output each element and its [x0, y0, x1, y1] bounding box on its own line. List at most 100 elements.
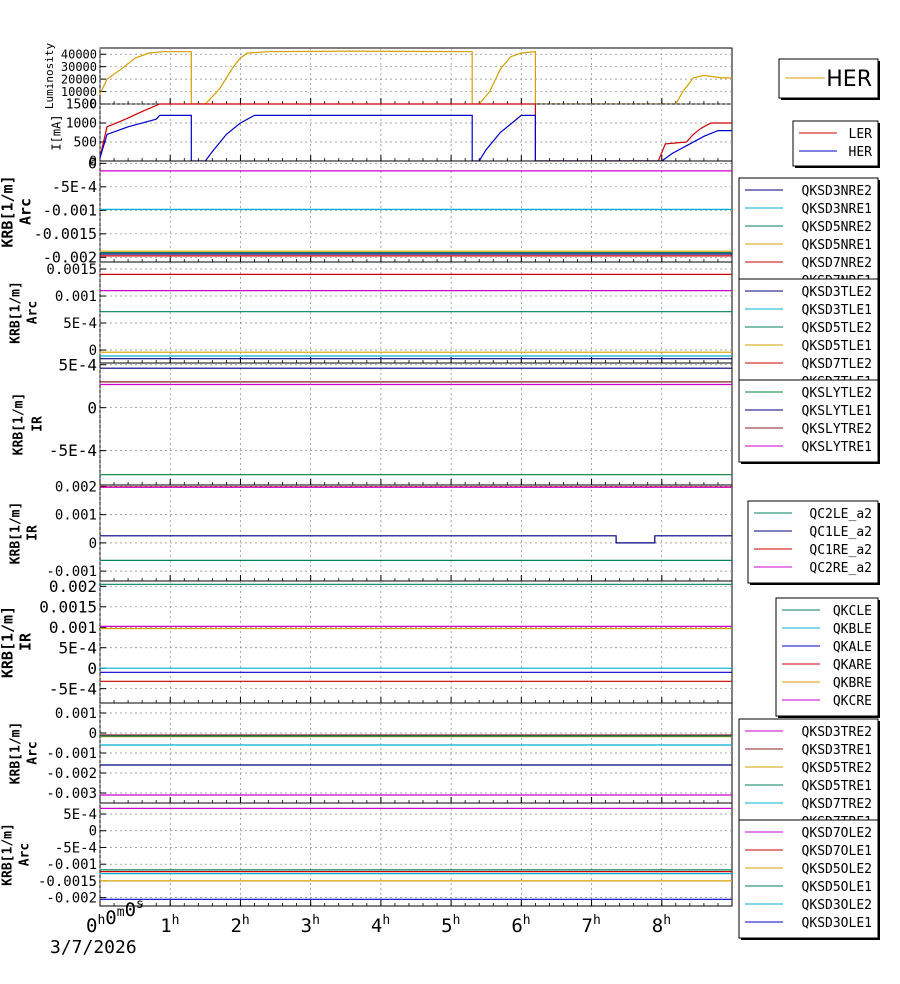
y-tick-label: 0.001	[55, 289, 97, 305]
legend-entry: QKSD3NRE1	[802, 202, 872, 217]
x-tick-label: 5h	[441, 913, 460, 937]
x-tick-number: 3	[301, 915, 312, 937]
y-tick-label: 0	[89, 824, 97, 840]
y-tick-label: -0.002	[43, 249, 97, 267]
x-tick-label: 4h	[371, 913, 390, 937]
chart-panel-8: 0.001 0 -0.001 -0.002 -0.003 KRB[1/m] Arc QKSD3…	[9, 702, 880, 841]
y-tick-label: 0	[87, 659, 97, 678]
y-tick-label: -5E-4	[55, 840, 97, 856]
y-axis-sublabel: Arc	[26, 741, 41, 764]
y-axis-sublabel: IR	[31, 416, 46, 432]
legend-entry: QKBRE	[833, 676, 872, 691]
legend-entry: QKSLYTRE2	[802, 422, 872, 437]
legend-entry: QKCLE	[833, 604, 872, 619]
legend-entry: QC1LE_a2	[809, 525, 872, 540]
y-tick-label: 0.001	[55, 508, 97, 524]
y-tick-label: -0.0015	[38, 874, 97, 890]
y-tick-label: 500	[74, 136, 97, 151]
y-axis-label: KRB[1/m]	[12, 393, 27, 456]
y-tick-label: -5E-4	[49, 441, 97, 460]
x-tick-unit: h	[382, 913, 390, 928]
legend-entry: QKSD5NRE1	[802, 238, 872, 253]
legend-entry: QKALE	[833, 640, 872, 655]
legend-box	[792, 120, 879, 167]
y-tick-label: 0	[88, 155, 97, 173]
x-tick-number: 0	[105, 907, 116, 929]
y-tick-label: 0.001	[49, 618, 97, 637]
legend-entry: QKSD5TRE2	[802, 761, 872, 776]
date-label: 3/7/2026	[50, 937, 137, 958]
y-tick-label: 5E-4	[58, 638, 97, 657]
legend-entry: QKSLYTLE1	[802, 404, 872, 419]
y-axis-label: KRB[1/m]	[9, 722, 24, 785]
y-tick-label: -0.002	[46, 891, 97, 907]
x-tick-number: 4	[371, 915, 382, 937]
x-tick-label: 0h0m0s	[86, 897, 144, 937]
y-tick-label: 10000	[61, 85, 97, 99]
x-tick-number: 0	[86, 915, 97, 937]
legend-box	[738, 379, 879, 463]
y-tick-label: -0.003	[46, 786, 97, 802]
legend-box	[738, 278, 879, 400]
x-tick-label: 2h	[230, 913, 249, 937]
legend-entry: QKCRE	[833, 694, 872, 709]
legend-entry: QKSD7TRE2	[802, 797, 872, 812]
legend-entry: QKSD5TLE2	[802, 321, 872, 336]
x-tick-number: 6	[511, 915, 522, 937]
legend-entry: QKSD7NRE2	[802, 256, 872, 271]
x-tick-number: 7	[582, 915, 593, 937]
plot-frame	[99, 103, 733, 162]
legend-entry: QKSD5OLE2	[802, 862, 872, 877]
y-tick-label: -0.001	[46, 746, 97, 762]
legend-entry: QC1RE_a2	[809, 543, 872, 558]
y-tick-label: -0.001	[46, 857, 97, 873]
y-tick-label: 0	[89, 343, 97, 359]
y-tick-label: 30000	[61, 60, 97, 74]
y-tick-label: -5E-4	[49, 679, 97, 698]
y-tick-label: -0.0015	[34, 225, 97, 243]
plot-frame	[99, 802, 733, 907]
legend-entry: QKSD7OLE1	[802, 844, 872, 859]
x-tick-number: 8	[652, 915, 663, 937]
legend-entry: QKSD3TLE1	[802, 303, 872, 318]
y-axis-sublabel: Arc	[18, 843, 33, 866]
x-tick-unit: h	[663, 913, 671, 928]
y-axis-sublabel: IR	[17, 632, 35, 651]
y-tick-label: 0	[89, 536, 97, 552]
x-tick-label: 1h	[160, 913, 179, 937]
legend: QKSLYTLE2 QKSLYTLE1 QKSLYTRE2 QKSLYTRE1	[738, 379, 880, 464]
x-tick-label: 6h	[511, 913, 530, 937]
y-axis-label: KRB[1/m]	[0, 606, 17, 678]
legend-entry: QC2RE_a2	[809, 561, 872, 576]
legend: QKSD7OLE2 QKSD7OLE1 QKSD5OLE2 QKSD5OLE1 QKSD…	[738, 819, 880, 940]
x-tick-unit: h	[593, 913, 601, 928]
legend-entry: QKSD5TLE1	[802, 339, 872, 354]
plot-frame	[99, 362, 733, 486]
y-tick-label: 1000	[66, 117, 97, 132]
legend-entry: QKSD3TRE1	[802, 743, 872, 758]
y-tick-label: 1500	[66, 98, 97, 113]
plot-frame	[99, 160, 733, 263]
legend-entry: QKSD3OLE2	[802, 898, 872, 913]
legend-entry: QKSD3TLE2	[802, 285, 872, 300]
legend-entry: QKSD7OLE2	[802, 826, 872, 841]
legend-entry: QC2LE_a2	[809, 507, 872, 522]
x-tick-unit: h	[523, 913, 531, 928]
y-tick-label: 5E-4	[58, 355, 97, 374]
legend-entry: QKSD5TRE1	[802, 779, 872, 794]
y-axis-sublabel: IR	[26, 525, 41, 541]
plot-frame	[99, 484, 733, 582]
legend-entry: QKSD5NRE2	[802, 220, 872, 235]
y-axis-label: I[mA]	[50, 114, 64, 150]
y-axis-label: KRB[1/m]	[0, 175, 17, 247]
plot-frame	[99, 261, 733, 364]
legend-entry: QKSLYTRE1	[802, 440, 872, 455]
x-tick-unit: h	[242, 913, 250, 928]
legend-entry: QKSD7TLE2	[802, 357, 872, 372]
x-tick-number: 0	[125, 899, 136, 921]
